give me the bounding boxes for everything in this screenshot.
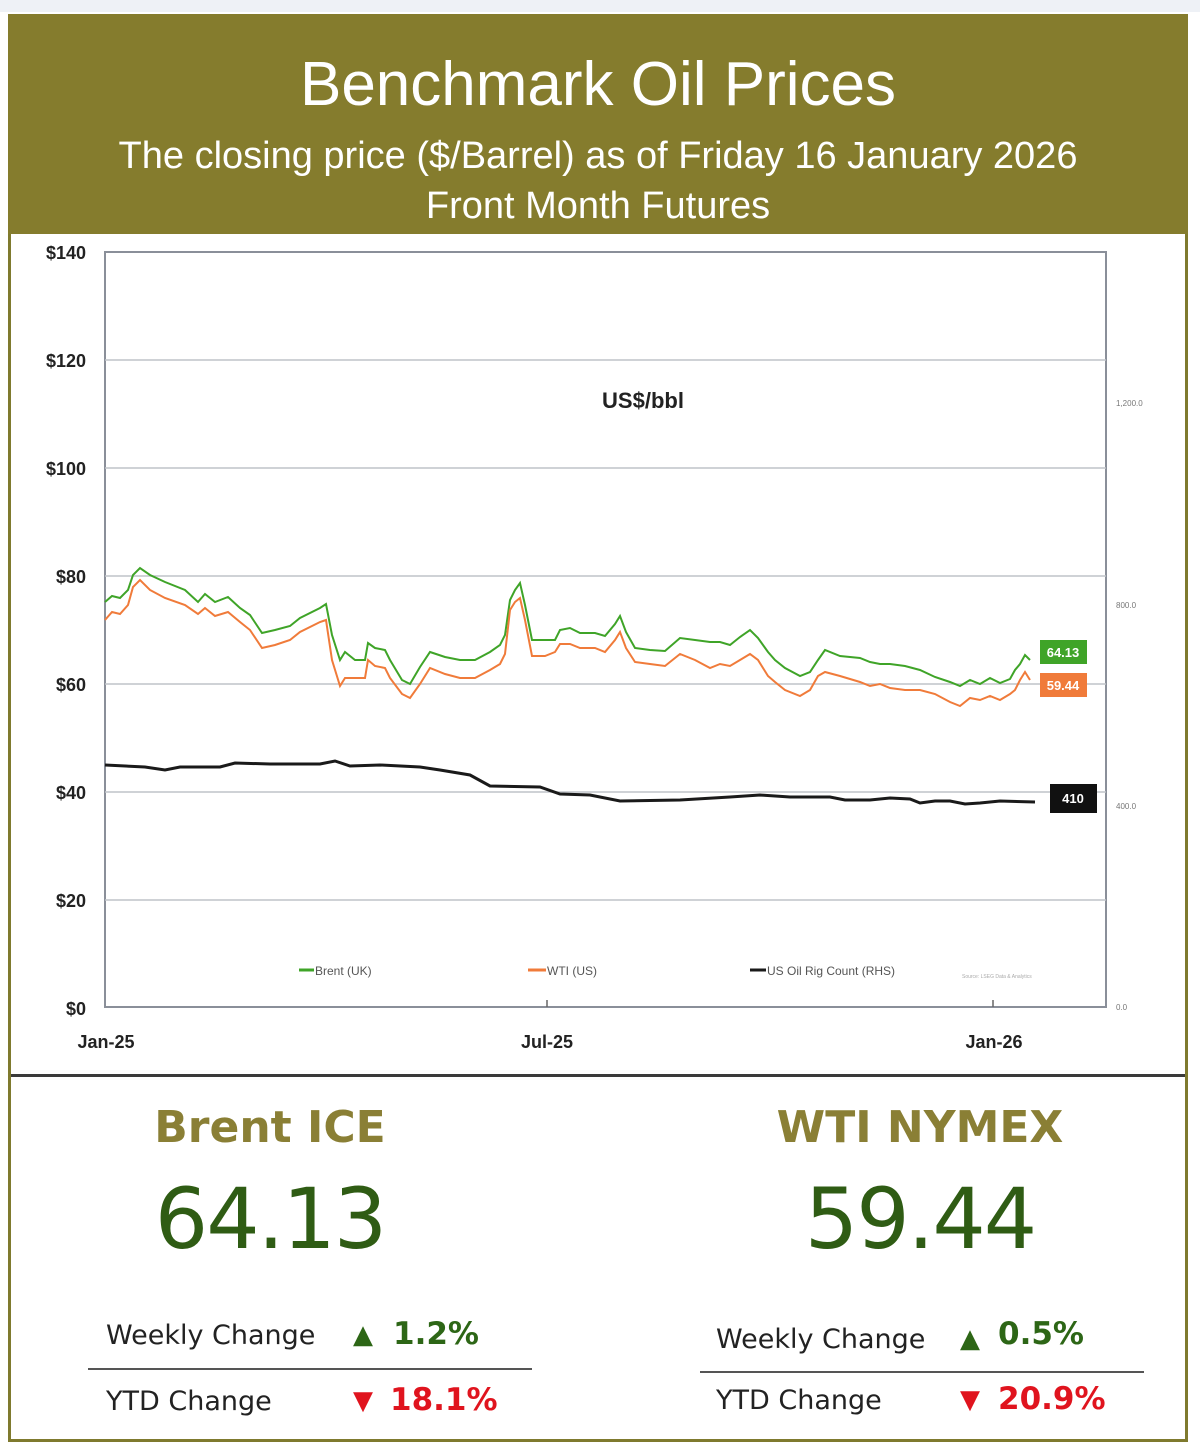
top-strip [0, 0, 1200, 12]
wti-end-label: 59.44 [1040, 673, 1087, 697]
brent-ytd-value: 18.1% [390, 1382, 498, 1418]
price-chart: $140 $120 $100 $80 $60 $40 $20 $0 1,200.… [11, 234, 1185, 1074]
x-tick: Jan-26 [965, 1032, 1022, 1052]
wti-line [104, 578, 1031, 708]
legend-brent: Brent (UK) [315, 964, 372, 978]
wti-ytd-row: YTD Change ▼ 20.9% [698, 1381, 1148, 1425]
down-arrow-icon: ▼ [353, 1386, 373, 1416]
section-divider [11, 1074, 1185, 1077]
svg-text:410: 410 [1062, 791, 1084, 806]
gridlines [105, 359, 1106, 901]
y-tick: $100 [46, 459, 86, 479]
brent-panel: Brent ICE 64.13 Weekly Change ▲ 1.2% YTD… [10, 1080, 570, 1430]
y2-tick: 0.0 [1116, 1003, 1128, 1012]
brent-end-label: 64.13 [1040, 640, 1087, 664]
down-arrow-icon: ▼ [960, 1385, 980, 1415]
y-tick: $140 [46, 243, 86, 263]
weekly-change-label: Weekly Change [716, 1324, 926, 1355]
x-tick: Jul-25 [521, 1032, 573, 1052]
page-subtitle: The closing price ($/Barrel) as of Frida… [118, 135, 1078, 177]
plot-area [104, 251, 1107, 1008]
row-separator [700, 1371, 1144, 1373]
legend-rig: US Oil Rig Count (RHS) [767, 964, 895, 978]
wti-panel: WTI NYMEX 59.44 Weekly Change ▲ 0.5% YTD… [620, 1080, 1180, 1430]
wti-weekly-value: 0.5% [998, 1316, 1084, 1352]
source-note: Source: LSEG Data & Analytics [962, 974, 1032, 980]
x-tick: Jan-25 [77, 1032, 134, 1052]
y-tick: $120 [46, 351, 86, 371]
y-tick: $80 [56, 567, 86, 587]
svg-text:59.44: 59.44 [1047, 678, 1080, 693]
y-tick: $40 [56, 783, 86, 803]
y-tick: $60 [56, 675, 86, 695]
brent-price: 64.13 [154, 1170, 387, 1268]
y-tick: $20 [56, 891, 86, 911]
row-separator [88, 1368, 532, 1370]
legend: Brent (UK) WTI (US) US Oil Rig Count (RH… [299, 964, 1032, 980]
brent-name: Brent ICE [154, 1102, 386, 1153]
y-tick: $0 [66, 999, 86, 1019]
brent-weekly-row: Weekly Change ▲ 1.2% [88, 1316, 538, 1360]
rig-end-label: 410 [1050, 784, 1097, 813]
wti-price: 59.44 [804, 1170, 1037, 1268]
rig-count-line [104, 759, 1036, 806]
chart-title: US$/bbl [602, 388, 684, 413]
wti-ytd-value: 20.9% [998, 1381, 1106, 1417]
x-axis-labels: Jan-25 Jul-25 Jan-26 [77, 1032, 1022, 1052]
brent-ytd-row: YTD Change ▼ 18.1% [88, 1382, 538, 1426]
brent-weekly-value: 1.2% [393, 1316, 479, 1352]
weekly-change-label: Weekly Change [106, 1320, 316, 1351]
brent-line [104, 566, 1031, 688]
y2-axis-labels: 1,200.0 800.0 400.0 0.0 [1116, 399, 1143, 1012]
legend-wti: WTI (US) [547, 964, 597, 978]
y2-tick: 800.0 [1116, 601, 1137, 610]
y2-tick: 400.0 [1116, 802, 1137, 811]
up-arrow-icon: ▲ [353, 1320, 373, 1350]
wti-weekly-row: Weekly Change ▲ 0.5% [698, 1316, 1148, 1364]
page-subtitle-2: Front Month Futures [425, 185, 771, 227]
y-axis-labels: $140 $120 $100 $80 $60 $40 $20 $0 [46, 243, 86, 1019]
svg-text:64.13: 64.13 [1047, 645, 1080, 660]
ytd-change-label: YTD Change [106, 1386, 272, 1417]
up-arrow-icon: ▲ [960, 1324, 980, 1354]
y2-tick: 1,200.0 [1116, 399, 1143, 408]
ytd-change-label: YTD Change [716, 1385, 882, 1416]
page-title: Benchmark Oil Prices [299, 50, 897, 119]
wti-name: WTI NYMEX [776, 1102, 1064, 1153]
header-banner: Benchmark Oil Prices The closing price (… [8, 14, 1188, 234]
